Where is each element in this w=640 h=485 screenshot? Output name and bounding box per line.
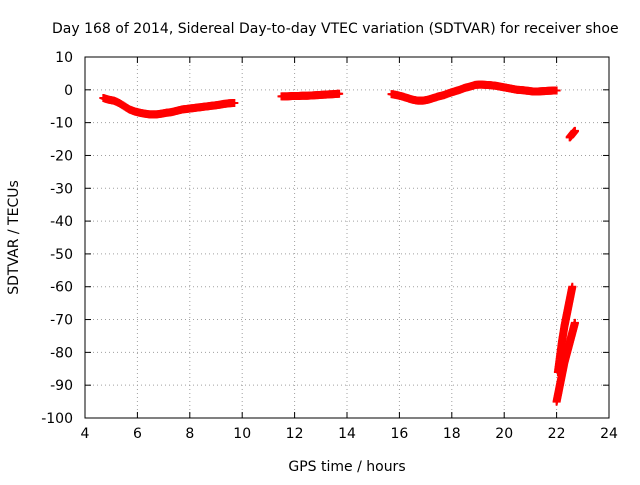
y-tick-label: -10 <box>50 116 73 132</box>
y-tick-label: -40 <box>50 214 73 230</box>
grid-layer <box>85 57 609 418</box>
y-tick-label: -80 <box>50 345 73 361</box>
x-tick-label: 22 <box>548 426 566 442</box>
data-point <box>552 86 561 95</box>
x-tick-label: 10 <box>233 426 251 442</box>
y-tick-label: 10 <box>55 50 73 66</box>
y-tick-label: -70 <box>50 313 73 329</box>
chart-title: Day 168 of 2014, Sidereal Day-to-day VTE… <box>52 21 619 37</box>
data-point <box>570 126 579 135</box>
series-segment-6 <box>552 318 579 406</box>
y-tick-label: -50 <box>50 247 73 263</box>
x-tick-label: 20 <box>495 426 513 442</box>
x-tick-label: 6 <box>133 426 142 442</box>
y-tick-label: -30 <box>50 181 73 197</box>
y-tick-label: 0 <box>64 83 73 99</box>
x-tick-label: 16 <box>390 426 408 442</box>
x-tick-label: 14 <box>338 426 356 442</box>
x-tick-label: 8 <box>185 426 194 442</box>
y-tick-label: -100 <box>41 411 73 427</box>
y-axis-label: SDTVAR / TECUs <box>6 180 22 295</box>
x-tick-label: 4 <box>81 426 90 442</box>
y-tick-label: -60 <box>50 280 73 296</box>
tick-layer: 4 6 8 10 12 14 16 18 20 22 24 10 0 -10 -20 -30 -40 -50 -60… <box>41 50 618 442</box>
x-tick-label: 12 <box>286 426 304 442</box>
x-tick-label: 18 <box>443 426 461 442</box>
x-tick-label: 24 <box>600 426 618 442</box>
y-tick-label: -20 <box>50 148 73 164</box>
x-axis-label: GPS time / hours <box>288 459 405 475</box>
series-segment-1 <box>99 94 239 119</box>
data-point <box>230 98 239 107</box>
series-segment-4 <box>565 126 579 142</box>
data-layer <box>99 80 579 406</box>
y-tick-label: -90 <box>50 378 73 394</box>
series-segment-3 <box>387 80 561 105</box>
series-segment-2 <box>277 89 344 101</box>
data-point <box>570 318 579 327</box>
data-point <box>568 282 577 291</box>
data-point <box>335 89 344 98</box>
